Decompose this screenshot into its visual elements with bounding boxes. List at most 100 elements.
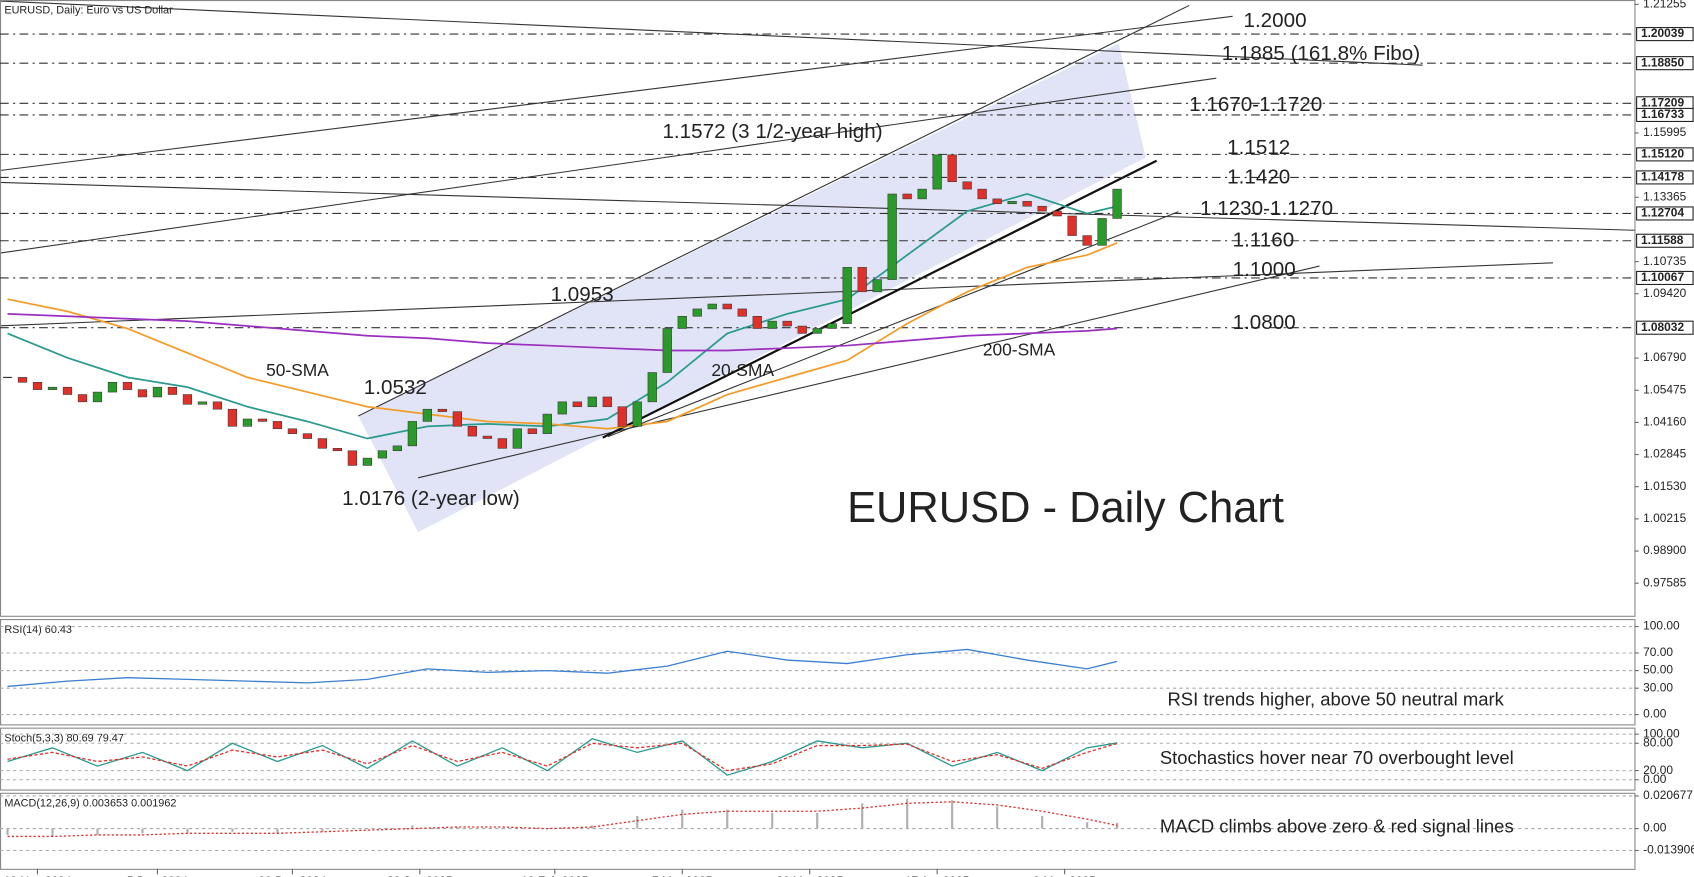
macd-bar [636, 815, 639, 829]
x-tick-label: 9 May 2025 [1033, 874, 1096, 877]
annotation: 1.0176 (2-year low) [342, 487, 520, 510]
candle [842, 267, 852, 324]
candle [752, 315, 762, 329]
y-tick-label: 1.01530 [1643, 479, 1687, 493]
candle [737, 308, 747, 317]
candle [947, 154, 957, 183]
candle [1097, 218, 1107, 246]
sma-line [7, 242, 1118, 430]
level-label: 1.17209 [1641, 95, 1685, 109]
panel-note: RSI trends higher, above 50 neutral mark [1167, 688, 1504, 709]
macd-bar [186, 828, 189, 834]
candle [572, 401, 582, 408]
candle [632, 401, 642, 427]
panel-frame [0, 727, 1636, 791]
macd-bar [861, 803, 864, 829]
indicator-line [7, 742, 1118, 772]
panel-frames [0, 0, 1636, 870]
sma-label: 50-SMA [266, 360, 329, 380]
candle [647, 372, 657, 403]
macd-bar [726, 809, 729, 829]
candle [1022, 201, 1032, 207]
panel-title: MACD(12,26,9) 0.003653 0.001962 [4, 798, 176, 810]
level-label-box [1636, 170, 1694, 185]
x-tick-label: 26 Mar 2025 [776, 874, 843, 877]
candle [452, 411, 462, 427]
level-label-box [1636, 56, 1694, 71]
macd-bar [231, 828, 234, 832]
panel-frame [0, 792, 1636, 870]
macd-bar [411, 825, 414, 829]
macd-bar [501, 828, 504, 830]
level-label-box [1636, 107, 1694, 122]
y-tick-label: 100.00 [1643, 726, 1680, 740]
candle [377, 450, 387, 459]
level-label: 1.15120 [1641, 147, 1685, 161]
candle [587, 396, 597, 408]
candle [857, 267, 867, 293]
y-tick-label: 1.13365 [1643, 189, 1687, 203]
sma-line [7, 312, 1118, 352]
annotation: 1.2000 [1243, 9, 1306, 32]
x-tick-label: 7 Mar 2025 [652, 874, 713, 877]
candle [827, 323, 837, 329]
annotation: 1.1160 [1233, 229, 1295, 252]
y-tick-label: 1.04160 [1643, 415, 1687, 429]
y-tick-label: 20.00 [1643, 763, 1673, 777]
candle [662, 328, 672, 373]
macd-bar [6, 828, 9, 835]
level-label: 1.12704 [1641, 206, 1685, 220]
candle [47, 386, 58, 390]
level-label: 1.20039 [1641, 26, 1685, 40]
candle [332, 448, 342, 452]
candle [1052, 210, 1062, 217]
candle [257, 418, 268, 422]
candle [122, 382, 133, 390]
headline: EURUSD - Daily Chart [847, 484, 1284, 532]
candle [692, 308, 702, 317]
annotation: 1.1420 [1227, 166, 1290, 189]
candle [992, 198, 1002, 205]
y-tick-label: 0.00 [1643, 772, 1667, 786]
level-label: 1.08032 [1641, 320, 1685, 334]
sma-label: 20-SMA [711, 360, 774, 380]
y-tick-label: 70.00 [1643, 645, 1673, 659]
candle [542, 413, 552, 434]
level-label: 1.16733 [1641, 107, 1685, 121]
y-tick-label: 50.00 [1643, 663, 1673, 677]
y-tick-label: 1.21255 [1643, 0, 1687, 11]
candle [512, 428, 522, 449]
candle [407, 421, 417, 447]
candle [617, 406, 627, 427]
panel-note: MACD climbs above zero & red signal line… [1160, 815, 1514, 836]
candle [1082, 235, 1092, 246]
macd-bar [816, 812, 819, 829]
macd-bar [1041, 815, 1044, 829]
trend-line [0, 181, 1635, 231]
candle [152, 386, 163, 398]
y-tick-label: 0.98900 [1643, 543, 1687, 557]
panel-note: Stochastics hover near 70 overbought lev… [1160, 747, 1514, 768]
annotation: 1.1572 (3 1/2-year high) [662, 120, 882, 143]
macd-bar [366, 828, 369, 830]
candle [557, 401, 567, 415]
y-tick-label: 1.00215 [1643, 511, 1687, 525]
candle [962, 181, 972, 190]
candle [32, 382, 43, 390]
level-label-box [1636, 206, 1694, 221]
trend-line [0, 0, 1423, 66]
candle [812, 328, 822, 334]
y-tick-label: 0.97585 [1643, 575, 1687, 589]
candle [767, 320, 777, 329]
candle [302, 433, 313, 439]
annotation: 1.1670-1.1720 [1189, 93, 1322, 116]
candle [527, 428, 537, 434]
panel-title: EURUSD, Daily: Euro vs US Dollar [4, 5, 173, 17]
x-tick-label: 13 Feb 2025 [521, 874, 588, 877]
panel-title: RSI(14) 60.43 [4, 624, 72, 636]
level-label: 1.14178 [1641, 170, 1685, 184]
candle [92, 391, 103, 403]
trend-line [0, 77, 1217, 254]
